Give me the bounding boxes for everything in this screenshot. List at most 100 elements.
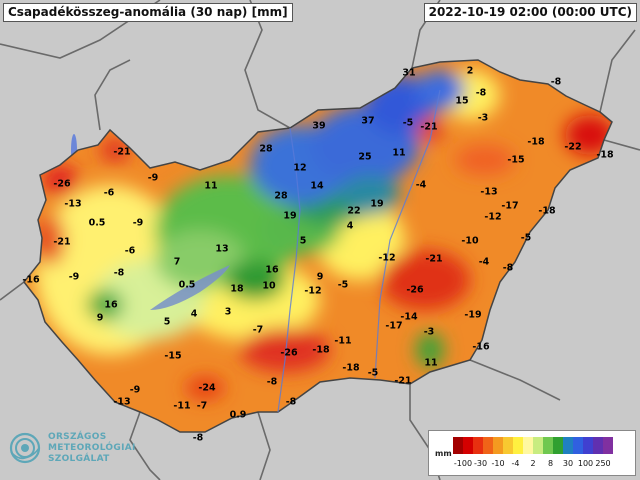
legend-tick-label: 250: [595, 459, 611, 468]
anomaly-value-label: 37: [361, 116, 374, 127]
anomaly-value-label: -9: [148, 173, 159, 184]
anomaly-value-label: -21: [420, 122, 437, 133]
legend-tick-label: 30: [562, 459, 574, 468]
map-title: Csapadékösszeg-anomália (30 nap) [mm]: [3, 3, 293, 22]
legend-swatch: [523, 437, 533, 454]
anomaly-value-label: -17: [385, 321, 402, 332]
anomaly-value-label: -15: [507, 155, 524, 166]
legend-tick-label: 2: [530, 459, 536, 468]
anomaly-value-label: -26: [53, 179, 71, 190]
legend-swatch: [533, 437, 543, 454]
legend-swatch: [553, 437, 563, 454]
anomaly-value-label: 28: [259, 144, 273, 155]
anomaly-value-label: -9: [133, 218, 144, 229]
anomaly-value-label: -8: [193, 433, 204, 444]
anomaly-value-label: -4: [416, 180, 427, 191]
anomaly-value-label: 31: [402, 68, 415, 79]
anomaly-value-label: -13: [64, 199, 81, 210]
legend-swatch: [583, 437, 593, 454]
legend-swatch: [563, 437, 573, 454]
anomaly-value-label: 15: [455, 96, 468, 107]
anomaly-value-label: -5: [338, 280, 349, 291]
anomaly-value-label: 19: [370, 199, 383, 210]
anomaly-value-label: 4: [347, 221, 354, 232]
anomaly-value-label: -15: [164, 351, 181, 362]
timestamp: 2022-10-19 02:00 (00:00 UTC): [423, 3, 637, 22]
anomaly-value-label: 4: [191, 309, 198, 320]
rivers: [277, 89, 441, 413]
anomaly-value-label: -21: [394, 376, 411, 387]
anomaly-value-label: -8: [551, 77, 562, 88]
lake-balaton: [150, 265, 230, 310]
anomaly-value-label: -13: [480, 187, 497, 198]
anomaly-value-label: 13: [215, 244, 228, 255]
anomaly-value-label: -24: [198, 383, 216, 394]
anomaly-value-label: -22: [564, 142, 581, 153]
anomaly-value-label: 5: [164, 317, 171, 328]
anomaly-value-label: -26: [280, 348, 298, 359]
anomaly-value-label: 18: [230, 284, 244, 295]
anomaly-value-label: -12: [304, 286, 321, 297]
legend-colorbar: [453, 437, 613, 454]
anomaly-value-label: 0.5: [89, 218, 106, 229]
anomaly-value-label: -3: [424, 327, 435, 338]
anomaly-value-label: -12: [484, 212, 501, 223]
anomaly-value-label: -8: [286, 397, 297, 408]
anomaly-value-label: -18: [596, 150, 614, 161]
legend-swatch: [483, 437, 493, 454]
omsz-logo-icon: [9, 432, 41, 464]
anomaly-value-label: -5: [403, 118, 414, 129]
anomaly-value-label: -21: [53, 237, 70, 248]
anomaly-value-label: 0.5: [179, 280, 196, 291]
omsz-logo: ORSZÁGOS METEOROLÓGIAI SZOLGÁLAT: [8, 430, 148, 470]
anomaly-value-label: 11: [424, 358, 437, 369]
anomaly-value-label: -21: [425, 254, 442, 265]
anomaly-value-label: 2: [467, 66, 474, 77]
anomaly-value-label: -8: [476, 88, 487, 99]
legend-tick-label: -4: [511, 459, 520, 468]
anomaly-value-label: -7: [197, 401, 208, 412]
anomaly-value-label: 28: [274, 191, 288, 202]
legend-swatch: [543, 437, 553, 454]
legend-unit: mm: [435, 449, 452, 458]
anomaly-value-label: -4: [479, 257, 490, 268]
anomaly-value-label: -5: [521, 233, 532, 244]
anomaly-value-label: 25: [358, 152, 371, 163]
anomaly-value-label: -8: [503, 263, 514, 274]
anomaly-value-label: 5: [300, 236, 307, 247]
anomaly-value-label: 12: [293, 163, 306, 174]
legend-tick-label: -30: [473, 459, 488, 468]
legend-tick-label: -100: [453, 459, 473, 468]
legend-swatch: [453, 437, 463, 454]
legend-tick-label: 8: [547, 459, 554, 468]
anomaly-value-label: -16: [472, 342, 490, 353]
anomaly-value-label: 0.9: [230, 410, 247, 421]
anomaly-value-label: -9: [130, 385, 141, 396]
anomaly-value-label: -19: [464, 310, 481, 321]
logo-line-2: METEOROLÓGIAI: [48, 443, 136, 453]
logo-line-1: ORSZÁGOS: [48, 432, 107, 442]
anomaly-value-label: 19: [283, 211, 296, 222]
legend-swatch: [593, 437, 603, 454]
anomaly-value-label: -9: [69, 272, 80, 283]
legend-swatch: [493, 437, 503, 454]
legend-swatch: [503, 437, 513, 454]
logo-line-3: SZOLGÁLAT: [48, 454, 110, 464]
anomaly-value-label: -7: [253, 325, 264, 336]
anomaly-value-label: 11: [392, 148, 405, 159]
anomaly-value-label: -18: [538, 206, 556, 217]
anomaly-value-label: 16: [104, 300, 118, 311]
anomaly-value-label: -10: [461, 236, 479, 247]
anomaly-value-label: -8: [114, 268, 125, 279]
anomaly-value-label: -13: [113, 397, 130, 408]
anomaly-value-label: -8: [267, 377, 278, 388]
anomaly-value-label: -6: [104, 188, 115, 199]
legend-swatch: [603, 437, 613, 454]
anomaly-value-label: -18: [527, 137, 545, 148]
anomaly-value-label: 11: [204, 181, 217, 192]
anomaly-value-label: -18: [342, 363, 360, 374]
anomaly-value-label: -11: [334, 336, 351, 347]
